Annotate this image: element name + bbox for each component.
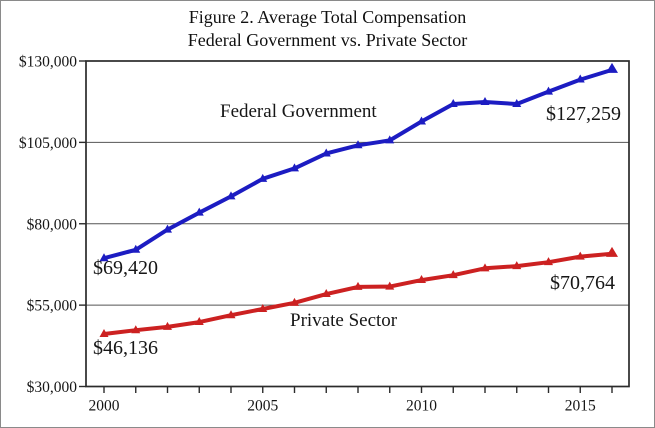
x-tick-label: 2015: [565, 398, 596, 415]
data-point-marker: [194, 317, 204, 326]
data-point-marker: [480, 97, 490, 106]
data-point-marker: [544, 86, 553, 95]
data-point-marker: [480, 263, 490, 272]
federal-series-label: Federal Government: [220, 101, 377, 122]
x-tick-label: 2010: [406, 398, 437, 415]
figure-title: Figure 2. Average Total Compensation Fed…: [1, 6, 654, 52]
data-point-marker: [417, 116, 426, 125]
data-point-marker: [512, 98, 522, 107]
data-point-marker: [131, 244, 141, 253]
y-tick-label: $30,000: [27, 379, 78, 396]
data-point-marker: [99, 253, 109, 262]
data-point-marker: [258, 304, 268, 313]
data-point-marker: [385, 281, 395, 290]
data-point-marker: [353, 140, 363, 149]
figure-title-line1: Figure 2. Average Total Compensation: [188, 7, 467, 27]
data-point-marker: [606, 246, 618, 257]
data-point-marker: [290, 297, 299, 306]
x-tick-label: 2000: [89, 398, 120, 415]
data-point-marker: [417, 275, 426, 284]
data-point-marker: [385, 135, 395, 144]
data-point-marker: [575, 74, 585, 83]
data-point-marker: [353, 281, 363, 290]
y-tick-label: $55,000: [27, 298, 78, 315]
private-end-value-label: $70,764: [550, 272, 615, 294]
data-point-marker: [290, 163, 299, 172]
data-point-marker: [194, 207, 204, 216]
figure-title-line2: Federal Government vs. Private Sector: [187, 30, 468, 50]
data-point-marker: [131, 325, 141, 334]
data-point-marker: [163, 321, 172, 330]
data-point-marker: [448, 98, 458, 107]
federal-start-value-label: $69,420: [93, 257, 158, 279]
data-point-marker: [226, 310, 236, 319]
data-point-marker: [321, 148, 331, 157]
private-start-value-label: $46,136: [93, 337, 158, 359]
y-tick-label: $105,000: [19, 135, 77, 152]
data-point-marker: [321, 289, 331, 298]
data-point-marker: [575, 251, 585, 260]
data-point-marker: [163, 224, 172, 233]
federal-end-value-label: $127,259: [546, 103, 621, 125]
data-point-marker: [226, 191, 236, 200]
y-tick-label: $130,000: [19, 54, 77, 71]
data-point-marker: [544, 257, 553, 266]
y-tick-label: $80,000: [27, 216, 78, 233]
data-point-marker: [448, 270, 458, 279]
private-series-label: Private Sector: [290, 310, 398, 331]
series-line-federal: [102, 67, 614, 261]
data-point-marker: [258, 173, 268, 182]
data-point-marker: [512, 261, 522, 270]
x-tick-label: 2005: [247, 398, 278, 415]
data-point-marker: [99, 328, 109, 337]
data-point-marker: [606, 62, 618, 73]
